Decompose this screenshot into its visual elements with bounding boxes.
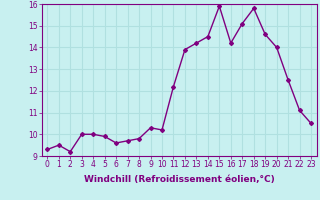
X-axis label: Windchill (Refroidissement éolien,°C): Windchill (Refroidissement éolien,°C) (84, 175, 275, 184)
